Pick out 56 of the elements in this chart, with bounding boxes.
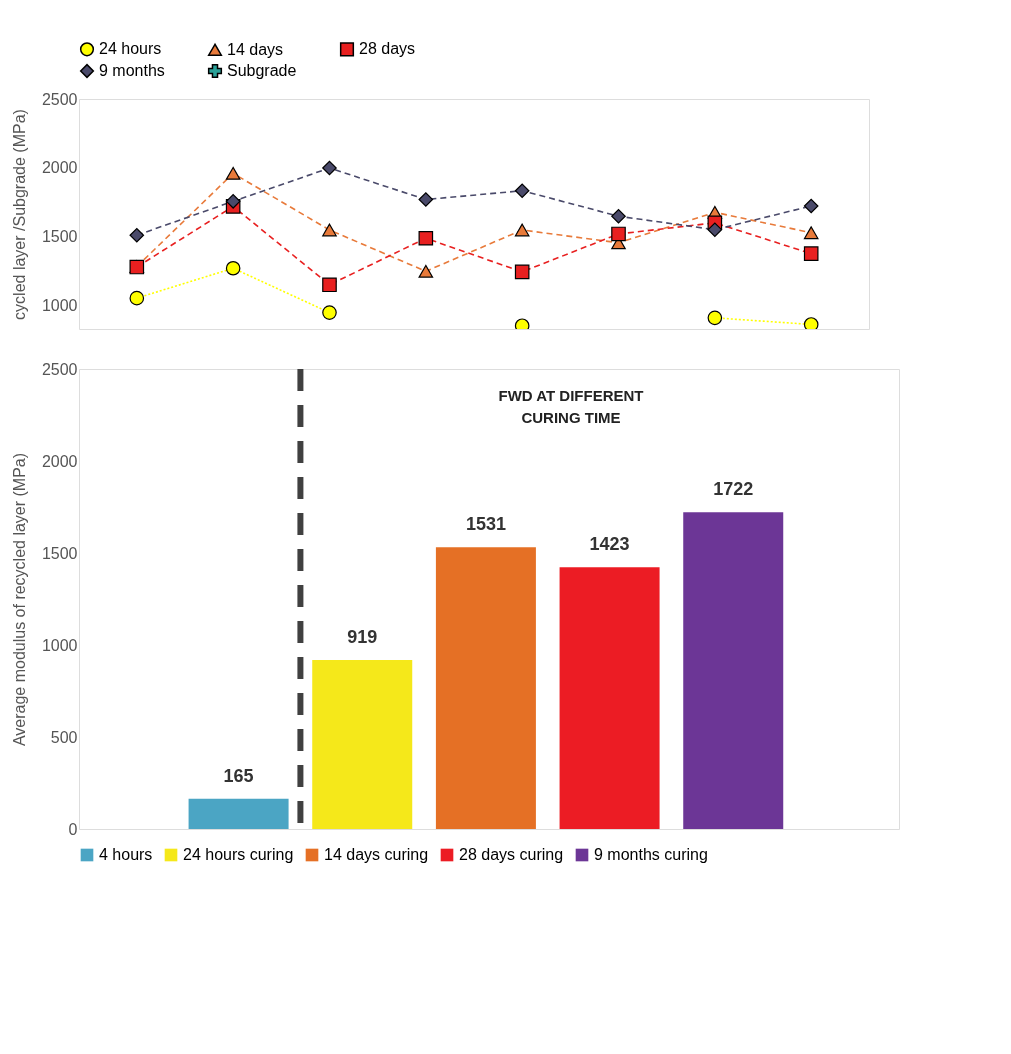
data-label: 1722 <box>713 479 754 500</box>
legend-label: 24 hours <box>99 40 162 58</box>
y-tick-label: 1500 <box>41 544 78 562</box>
point <box>322 277 337 293</box>
bar <box>312 659 413 829</box>
point <box>803 198 819 214</box>
point <box>803 246 819 261</box>
legend-label: 14 days <box>227 40 284 58</box>
point <box>322 223 337 237</box>
legend-label: Subgrade <box>227 62 297 79</box>
legend-label: 4 hours <box>99 846 153 863</box>
data-label: 1423 <box>589 534 630 555</box>
point <box>129 290 145 306</box>
y-axis-title: Average modulus of recycled layer (MPa) <box>10 452 28 747</box>
y-tick-label: 2500 <box>41 90 78 108</box>
point <box>707 222 723 238</box>
data-label: 165 <box>223 765 254 786</box>
point <box>707 310 723 326</box>
bar <box>435 547 536 829</box>
bar <box>188 798 289 829</box>
y-axis-title: cycled layer /Subgrade (MPa) <box>10 109 28 320</box>
y-tick-label: 2500 <box>41 360 78 378</box>
point <box>611 208 626 224</box>
point <box>225 166 241 180</box>
point <box>803 226 819 240</box>
y-tick-label: 2000 <box>41 159 78 177</box>
point <box>514 264 530 280</box>
point <box>225 260 241 276</box>
point <box>418 192 434 207</box>
point <box>418 230 434 246</box>
point <box>418 264 434 278</box>
point <box>225 194 241 209</box>
data-label: 919 <box>347 626 378 647</box>
point <box>611 226 626 242</box>
point <box>514 183 530 199</box>
legend-label: 28 days curing <box>459 846 564 863</box>
y-tick-label: 0 <box>68 820 78 838</box>
point <box>322 160 337 176</box>
y-tick-label: 1500 <box>41 228 78 246</box>
legend-label: 9 months curing <box>594 846 708 863</box>
y-tick-label: 1000 <box>41 636 78 654</box>
y-tick-label: 500 <box>50 728 78 746</box>
bar <box>683 512 784 829</box>
point <box>322 305 337 320</box>
legend-label: 28 days <box>359 40 416 58</box>
y-tick-label: 1000 <box>41 297 78 315</box>
point <box>514 223 530 237</box>
legend-label: 24 hours curing <box>183 846 294 863</box>
bar <box>559 567 660 829</box>
point <box>803 317 819 329</box>
point <box>129 227 145 243</box>
annotation: FWD AT DIFFERENT CURING TIME <box>498 387 644 426</box>
legend-label: 9 months <box>99 62 165 79</box>
legend-label: 14 days curing <box>324 846 429 863</box>
data-label: 1531 <box>465 514 506 535</box>
y-tick-label: 2000 <box>41 452 78 470</box>
